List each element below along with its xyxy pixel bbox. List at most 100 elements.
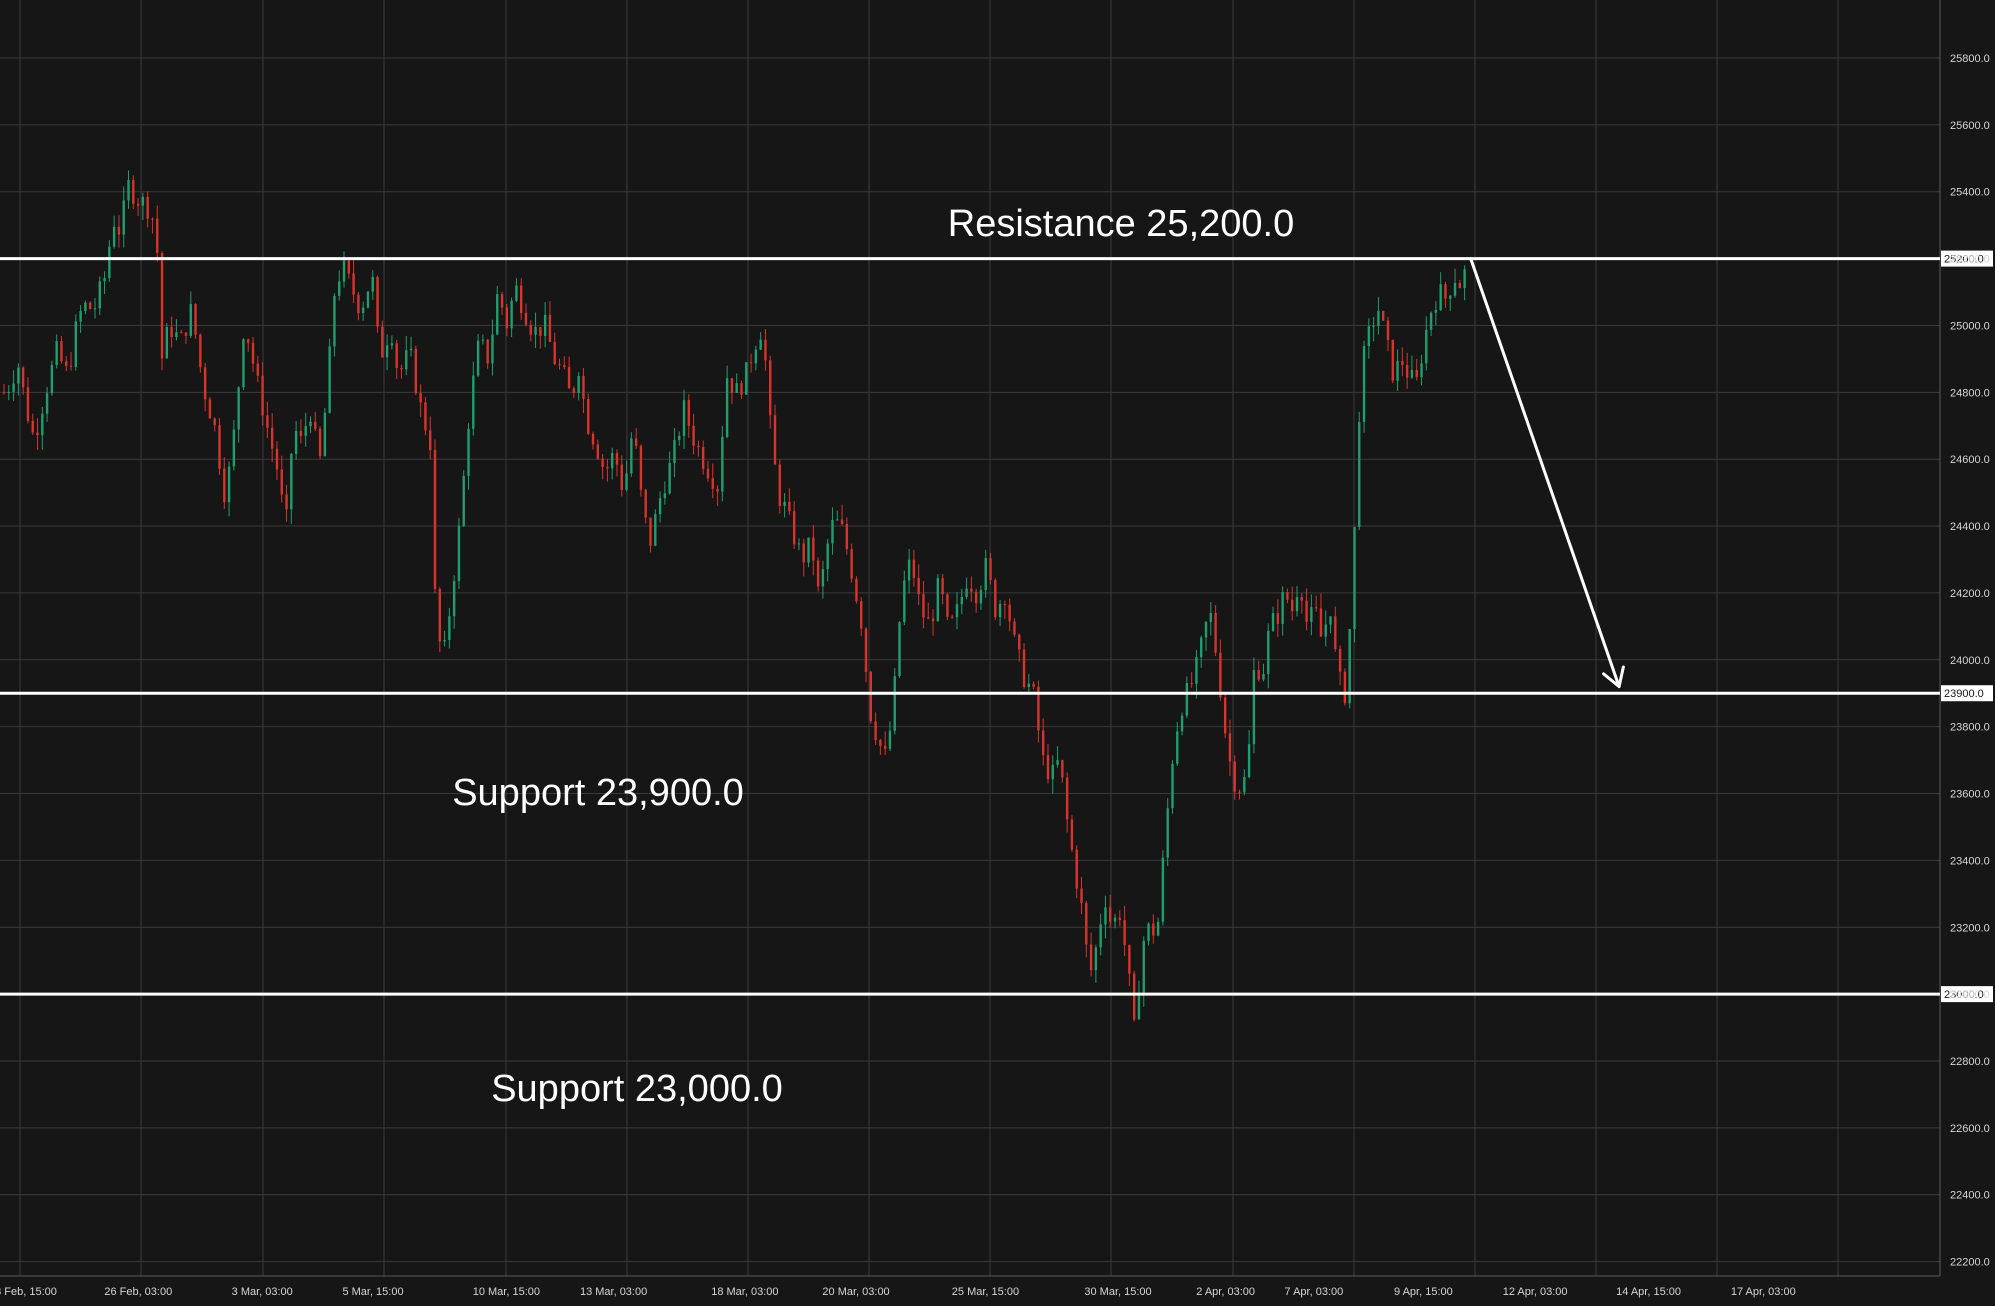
candle xyxy=(1305,588,1308,631)
candle-body xyxy=(1152,923,1155,936)
candle-body xyxy=(1458,282,1462,289)
candle-body xyxy=(323,412,327,457)
candle xyxy=(472,361,475,436)
candle-body xyxy=(1008,604,1011,622)
candle xyxy=(1314,595,1318,612)
candle-body xyxy=(424,402,427,431)
candle xyxy=(452,575,456,629)
candle xyxy=(1358,411,1361,531)
candle xyxy=(1094,944,1098,983)
candle xyxy=(740,380,743,400)
candle xyxy=(251,337,255,372)
candle-body xyxy=(1099,924,1102,948)
candle xyxy=(955,591,959,630)
candle xyxy=(476,334,480,377)
candle xyxy=(1252,657,1256,754)
candle-body xyxy=(994,580,997,618)
candle-body xyxy=(1214,612,1217,653)
candle xyxy=(1367,318,1371,359)
candle-body xyxy=(242,339,245,388)
candle xyxy=(1061,759,1064,783)
candle xyxy=(108,240,111,282)
candle-body xyxy=(194,304,197,335)
candle xyxy=(1343,668,1347,706)
candle-body xyxy=(639,445,643,490)
candle-body xyxy=(1032,683,1035,687)
candle xyxy=(79,304,82,333)
candle xyxy=(639,444,643,497)
candle-body xyxy=(1056,760,1059,765)
candle xyxy=(941,573,944,605)
candle xyxy=(290,452,293,524)
candle-body xyxy=(1013,621,1016,635)
candle xyxy=(1295,585,1299,617)
candle xyxy=(309,416,312,434)
candle-body xyxy=(970,588,973,592)
candle-body xyxy=(1200,637,1203,658)
x-tick-label: 20 Mar, 03:00 xyxy=(822,1286,889,1298)
candle xyxy=(1195,649,1198,699)
candle-body xyxy=(179,332,183,334)
y-tick-label: 23800.0 xyxy=(1950,722,1990,734)
candle-body xyxy=(60,341,63,362)
candle xyxy=(534,312,537,348)
candle xyxy=(1434,301,1438,326)
candle-body xyxy=(1358,421,1361,528)
candle-body xyxy=(1233,761,1236,792)
candle xyxy=(1152,914,1155,944)
candle xyxy=(946,592,949,620)
candle xyxy=(730,378,734,405)
x-tick-label: 3 Mar, 03:00 xyxy=(232,1286,293,1298)
candle-body xyxy=(1176,731,1179,764)
candle-body xyxy=(740,383,743,395)
candle xyxy=(879,738,882,755)
candle xyxy=(553,332,556,366)
candle xyxy=(692,413,695,455)
candle-body xyxy=(855,578,858,602)
candle-body xyxy=(539,326,542,336)
candle xyxy=(912,549,916,587)
candle-body xyxy=(792,511,796,545)
candle xyxy=(601,454,604,480)
candle-body xyxy=(146,196,149,219)
candle-body xyxy=(874,721,877,741)
x-tick-label: 7 Apr, 03:00 xyxy=(1285,1286,1344,1298)
candle xyxy=(1410,355,1414,380)
candle xyxy=(156,205,159,262)
candle xyxy=(1257,660,1260,682)
candle-body xyxy=(36,432,39,436)
candle xyxy=(184,332,188,344)
candle xyxy=(1051,755,1054,794)
y-tick-label: 22400.0 xyxy=(1950,1190,1990,1202)
candle xyxy=(127,170,130,209)
candle xyxy=(141,192,145,221)
candle-body xyxy=(208,399,212,419)
candle xyxy=(754,345,758,371)
candle xyxy=(1128,944,1131,987)
candle xyxy=(1300,593,1303,614)
y-tick-label: 25400.0 xyxy=(1950,187,1990,199)
candle-body xyxy=(1195,657,1198,684)
y-tick-label: 25000.0 xyxy=(1950,320,1990,332)
candle xyxy=(1396,349,1399,392)
candle-body xyxy=(390,343,394,346)
candle xyxy=(510,297,513,338)
candle-body xyxy=(496,294,499,335)
candle xyxy=(199,333,202,373)
candle-body xyxy=(156,218,159,253)
candle xyxy=(242,338,245,391)
candle-body xyxy=(409,348,413,351)
candle xyxy=(400,364,403,379)
candle xyxy=(1137,980,1141,1020)
candle-body xyxy=(1128,945,1131,974)
candle-body xyxy=(1276,613,1280,624)
candle-body xyxy=(773,415,777,465)
candle xyxy=(496,285,499,336)
candle-body xyxy=(572,388,576,393)
candle-body xyxy=(596,444,600,459)
candle xyxy=(567,356,571,389)
candle-body xyxy=(251,342,255,364)
candle xyxy=(951,614,954,619)
candle-body xyxy=(472,375,475,429)
y-tick-label: 24200.0 xyxy=(1950,588,1990,600)
